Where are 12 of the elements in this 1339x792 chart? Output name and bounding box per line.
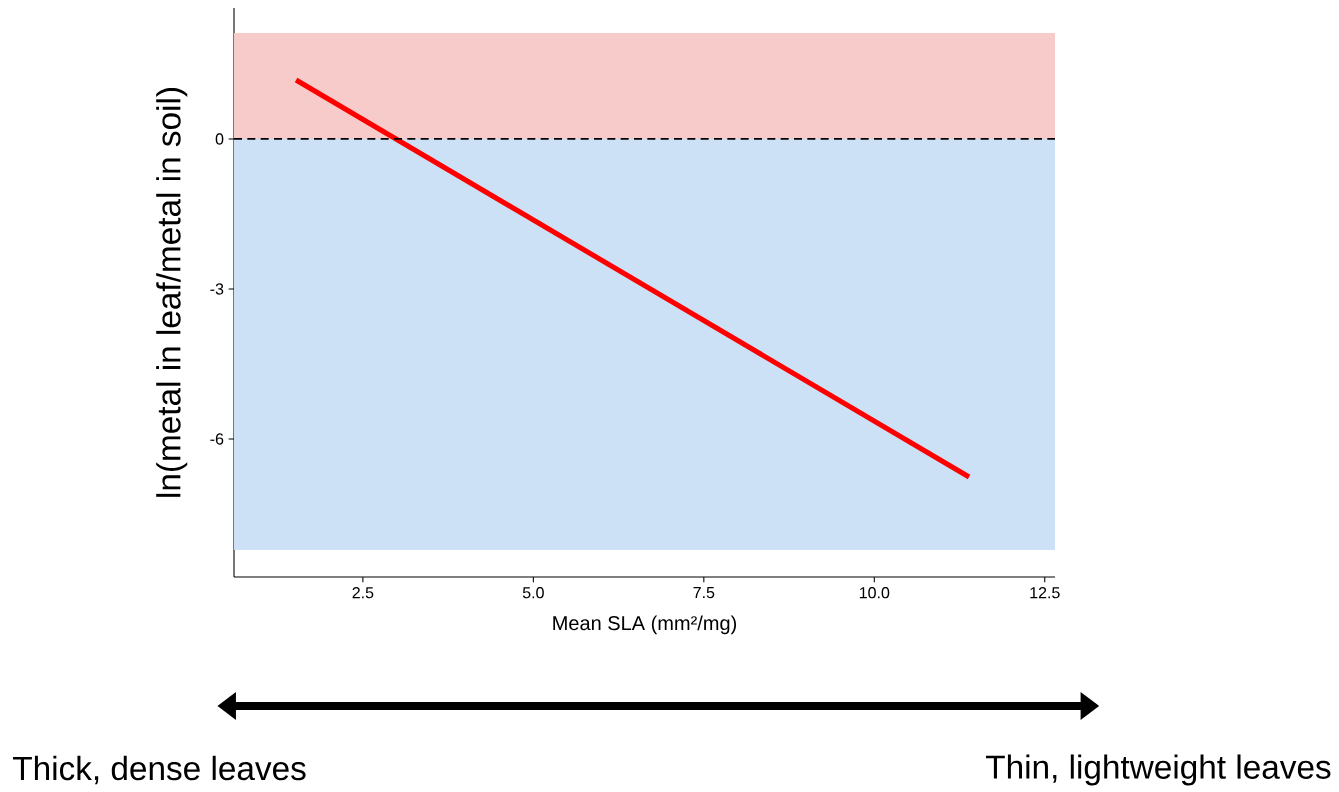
text: Thin, lightweight leaves bbox=[986, 754, 1331, 786]
x-tick-label: 5.0 bbox=[522, 587, 544, 599]
x-tick-label: 2.5 bbox=[352, 587, 374, 599]
x-tick-label: 10.0 bbox=[859, 587, 890, 599]
y-tick-label: -3 bbox=[210, 283, 224, 295]
x-tick-label: 7.5 bbox=[693, 587, 715, 599]
y-tick-label: 0 bbox=[215, 133, 224, 145]
text: Thick, dense leaves bbox=[13, 755, 306, 785]
x-tick-label: 12.5 bbox=[1030, 587, 1060, 599]
x-axis-title: Mean SLA (mm²/mg) bbox=[553, 615, 737, 635]
y-tick-label: -6 bbox=[210, 433, 224, 445]
y-axis-title: ln(metal in leaf/metal in soil) bbox=[156, 88, 188, 497]
